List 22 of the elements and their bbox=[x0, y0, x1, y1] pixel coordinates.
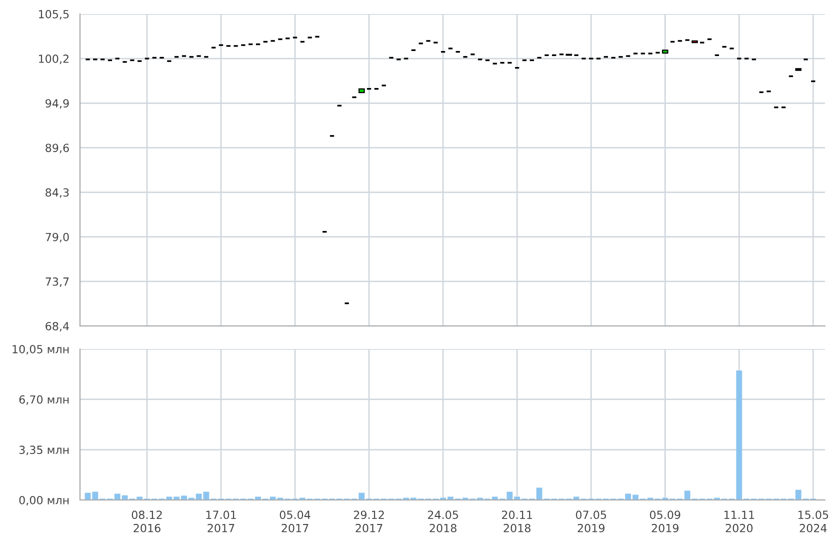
y-tick-label: 79,0 bbox=[46, 232, 69, 242]
x-tick-label: 29.12 2017 bbox=[354, 510, 384, 532]
x-tick-label: 15.05 2024 bbox=[798, 510, 828, 532]
x-tick-label: 05.04 2017 bbox=[280, 510, 310, 532]
x-tick-label: 11.11 2020 bbox=[724, 510, 754, 532]
y-tick-label: 84,3 bbox=[46, 188, 69, 198]
x-tick-label: 24.05 2018 bbox=[428, 510, 458, 532]
y-tick-label: 0,00 млн bbox=[19, 496, 69, 506]
x-tick-label: 07.05 2019 bbox=[576, 510, 606, 532]
x-tick-label: 05.09 2019 bbox=[650, 510, 680, 532]
y-tick-label: 6,70 млн bbox=[19, 395, 69, 405]
y-tick-label: 10,05 млн bbox=[12, 344, 69, 355]
y-tick-label: 100,2 bbox=[38, 54, 68, 64]
x-tick-label: 17.01 2017 bbox=[206, 510, 236, 532]
y-tick-label: 89,6 bbox=[46, 144, 69, 154]
y-tick-label: 68,4 bbox=[46, 322, 69, 332]
x-tick-label: 08.12 2016 bbox=[132, 510, 162, 532]
y-tick-label: 3,35 млн bbox=[19, 446, 69, 456]
y-tick-label: 73,7 bbox=[46, 277, 69, 287]
y-tick-label: 105,5 bbox=[38, 10, 69, 20]
x-tick-label: 20.11 2018 bbox=[502, 510, 532, 532]
y-tick-label: 94,9 bbox=[46, 99, 69, 109]
